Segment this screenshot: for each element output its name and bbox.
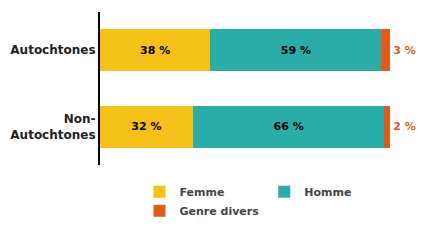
svg-text:Autochtones: Autochtones — [10, 43, 95, 57]
svg-text:Homme: Homme — [304, 186, 351, 199]
svg-text:59 %: 59 % — [281, 44, 311, 57]
svg-text:Genre divers: Genre divers — [180, 205, 260, 218]
svg-text:66 %: 66 % — [274, 120, 304, 133]
svg-text:Femme: Femme — [180, 186, 225, 199]
svg-text:38 %: 38 % — [140, 44, 170, 57]
svg-text:2 %: 2 % — [393, 120, 416, 133]
svg-text:3 %: 3 % — [393, 44, 416, 57]
svg-text:32 %: 32 % — [131, 120, 161, 133]
svg-text:Non-Autochtones: Non-Autochtones — [10, 112, 95, 142]
